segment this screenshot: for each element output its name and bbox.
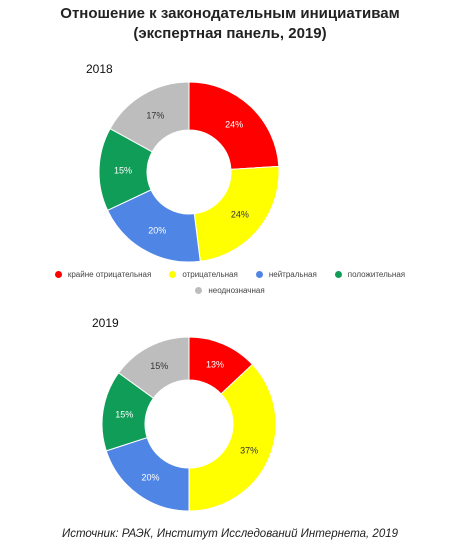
legend-item-negative: отрицательная xyxy=(169,270,238,279)
legend-dot xyxy=(195,287,203,294)
legend-dot xyxy=(334,271,342,278)
slice-label-2019-neutral: 20% xyxy=(141,472,159,482)
legend: крайне отрицательная отрицательная нейтр… xyxy=(0,270,460,302)
slice-2018-neutral xyxy=(106,189,201,263)
legend-item-neutral: нейтральная xyxy=(255,270,317,279)
legend-label: нейтральная xyxy=(268,270,317,279)
year-label-2018: 2018 xyxy=(86,62,113,76)
slice-label-2019-extremely-negative: 13% xyxy=(206,359,224,369)
chart-title: Отношение к законодательным инициативам … xyxy=(0,4,460,44)
slice-label-2018-positive: 15% xyxy=(114,165,132,175)
slice-label-2018-extremely-negative: 24% xyxy=(225,119,243,129)
title-line-1: Отношение к законодательным инициативам xyxy=(60,5,400,22)
legend-item-extremely-negative: крайне отрицательная xyxy=(54,270,152,279)
legend-dot xyxy=(54,271,62,278)
legend-item-positive: положительная xyxy=(334,270,406,279)
legend-item-ambiguous: неоднозначная xyxy=(195,286,265,295)
slice-2019-ambiguous xyxy=(117,336,190,399)
slice-label-2019-negative: 37% xyxy=(240,446,258,456)
slice-label-2019-positive: 15% xyxy=(115,409,133,419)
slice-label-2018-neutral: 20% xyxy=(148,225,166,235)
slice-label-2018-ambiguous: 17% xyxy=(146,111,164,121)
slice-label-2018-negative: 24% xyxy=(231,210,249,220)
source-note: Источник: РАЭК, Институт Исследований Ин… xyxy=(61,528,399,540)
donut-chart-2018: 24% 24% 20% 15% 17% xyxy=(98,81,280,263)
slice-2018-negative xyxy=(193,165,280,262)
legend-dot xyxy=(169,271,177,278)
legend-label: неоднозначная xyxy=(208,286,265,295)
legend-label: крайне отрицательная xyxy=(67,270,152,279)
donut-chart-2019: 13% 37% 20% 15% 15% xyxy=(101,336,277,512)
legend-dot xyxy=(255,271,263,278)
slice-2018-extremely-negative xyxy=(188,81,280,170)
slice-label-2019-ambiguous: 15% xyxy=(150,361,168,371)
legend-label: отрицательная xyxy=(182,270,238,279)
year-label-2019: 2019 xyxy=(92,316,119,330)
title-line-2: (экспертная панель, 2019) xyxy=(133,25,327,42)
legend-label: положительная xyxy=(347,270,406,279)
slice-2019-negative xyxy=(188,363,277,512)
slice-2018-ambiguous xyxy=(109,81,190,153)
